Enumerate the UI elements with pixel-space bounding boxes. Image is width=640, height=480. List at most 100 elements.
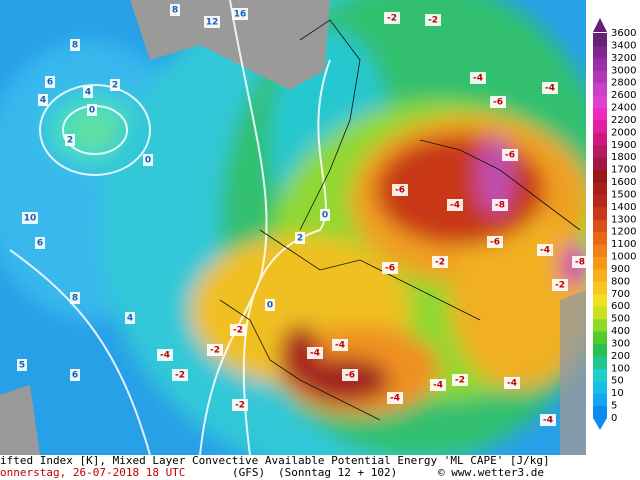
colorbar-label: 300 xyxy=(611,338,630,349)
map-label: -2 xyxy=(210,346,220,356)
map-label-box xyxy=(504,377,520,389)
map-label-box xyxy=(342,369,358,381)
map-label-box xyxy=(332,339,348,351)
footer-title: ifted Index [K], Mixed Layer Convective … xyxy=(0,454,550,467)
map-label: -8 xyxy=(495,201,505,211)
map-label-box xyxy=(540,414,556,426)
colorbar-label: 1600 xyxy=(611,177,636,188)
colorbar-segment xyxy=(593,318,607,332)
map-label-box xyxy=(70,369,80,381)
map-label: -2 xyxy=(435,258,445,268)
colorbar-segment xyxy=(593,368,607,382)
map-label-box xyxy=(487,236,503,248)
colorbar-segment xyxy=(593,268,607,282)
colorbar-segment xyxy=(593,182,607,195)
colorbar-label: 1900 xyxy=(611,140,636,151)
map-label-box xyxy=(22,212,38,224)
colorbar-segment xyxy=(593,70,607,84)
colorbar-label: 3000 xyxy=(611,65,636,76)
colorbar-arrow xyxy=(593,18,607,32)
colorbar-segment xyxy=(593,331,607,344)
colorbar-label: 600 xyxy=(611,301,630,312)
map-label-box xyxy=(38,94,48,106)
colorbar-label: 800 xyxy=(611,276,630,287)
map-label-box xyxy=(384,12,400,24)
colorbar-label: 500 xyxy=(611,314,630,325)
colorbar-label: 2400 xyxy=(611,103,636,114)
map-label-box xyxy=(70,39,80,51)
map-label: 2 xyxy=(67,136,73,146)
map-label: -6 xyxy=(385,264,395,274)
colorbar-segment xyxy=(593,82,607,96)
map-label-box xyxy=(392,184,408,196)
map-label-box xyxy=(572,256,586,268)
colorbar-label: 1400 xyxy=(611,202,636,213)
map-label: 12 xyxy=(206,18,219,28)
map-label-box xyxy=(537,244,553,256)
map-label-box xyxy=(170,4,180,16)
colorbar-segment xyxy=(593,169,607,183)
map-label-box xyxy=(143,154,153,166)
map-label-box xyxy=(83,86,93,98)
map-label: 6 xyxy=(47,78,53,88)
map-label: -2 xyxy=(175,371,185,381)
map-label-box xyxy=(265,299,275,311)
colorbar-label: 1100 xyxy=(611,239,636,250)
map-label: 8 xyxy=(72,294,78,304)
map-label-box xyxy=(204,16,220,28)
map-label: 0 xyxy=(267,301,273,311)
map-label: -4 xyxy=(543,416,553,426)
colorbar-segment xyxy=(593,95,607,109)
map-label-box xyxy=(65,134,75,146)
map-label: 8 xyxy=(72,41,78,51)
colorbar-label: 50 xyxy=(611,376,624,387)
colorbar-segment xyxy=(593,157,607,171)
map-label-box xyxy=(447,199,463,211)
map-label: 4 xyxy=(127,314,133,324)
map-label-box xyxy=(232,399,248,411)
colorbar-segment xyxy=(593,57,607,71)
colorbar-segment xyxy=(593,256,607,270)
map-label-box xyxy=(125,312,135,324)
colorbar-segment xyxy=(593,132,607,146)
colorbar-label: 1800 xyxy=(611,152,636,163)
colorbar-label: 1300 xyxy=(611,214,636,225)
map-label-box xyxy=(470,72,486,84)
colorbar-label: 2200 xyxy=(611,115,636,126)
map-label: 10 xyxy=(24,214,37,224)
colorbar-segment xyxy=(593,293,607,307)
colorbar-label: 2000 xyxy=(611,127,636,138)
colorbar-segment xyxy=(593,355,607,369)
map-label-box xyxy=(45,76,55,88)
map-label-box xyxy=(110,79,120,91)
map-label: -6 xyxy=(395,186,405,196)
map-label: 16 xyxy=(234,10,247,20)
colorbar-label: 400 xyxy=(611,326,630,337)
map-label-box xyxy=(232,8,248,20)
map-label: -4 xyxy=(433,381,443,391)
map-label-box xyxy=(542,82,558,94)
colorbar-label: 1200 xyxy=(611,227,636,238)
map-label: -4 xyxy=(390,394,400,404)
map-label-box xyxy=(207,344,223,356)
map-label: -2 xyxy=(428,16,438,26)
map-label-box xyxy=(17,359,27,371)
map-label-box xyxy=(70,292,80,304)
map-label: -4 xyxy=(310,349,320,359)
map-label: -4 xyxy=(473,74,483,84)
colorbar-label: 2800 xyxy=(611,78,636,89)
colorbar-label: 0 xyxy=(611,413,617,424)
footer-bg xyxy=(0,455,586,480)
map-label: 2 xyxy=(112,81,118,91)
map-label-box xyxy=(157,349,173,361)
colorbar-segment xyxy=(593,219,607,233)
colorbar-label: 3600 xyxy=(611,28,636,39)
colorbar-arrow-bottom xyxy=(593,418,607,430)
colorbar-segment xyxy=(593,33,607,46)
map-label: -6 xyxy=(493,98,503,108)
colorbar-label: 200 xyxy=(611,351,630,362)
map-label-box xyxy=(307,347,323,359)
colorbar-segment xyxy=(593,45,607,59)
